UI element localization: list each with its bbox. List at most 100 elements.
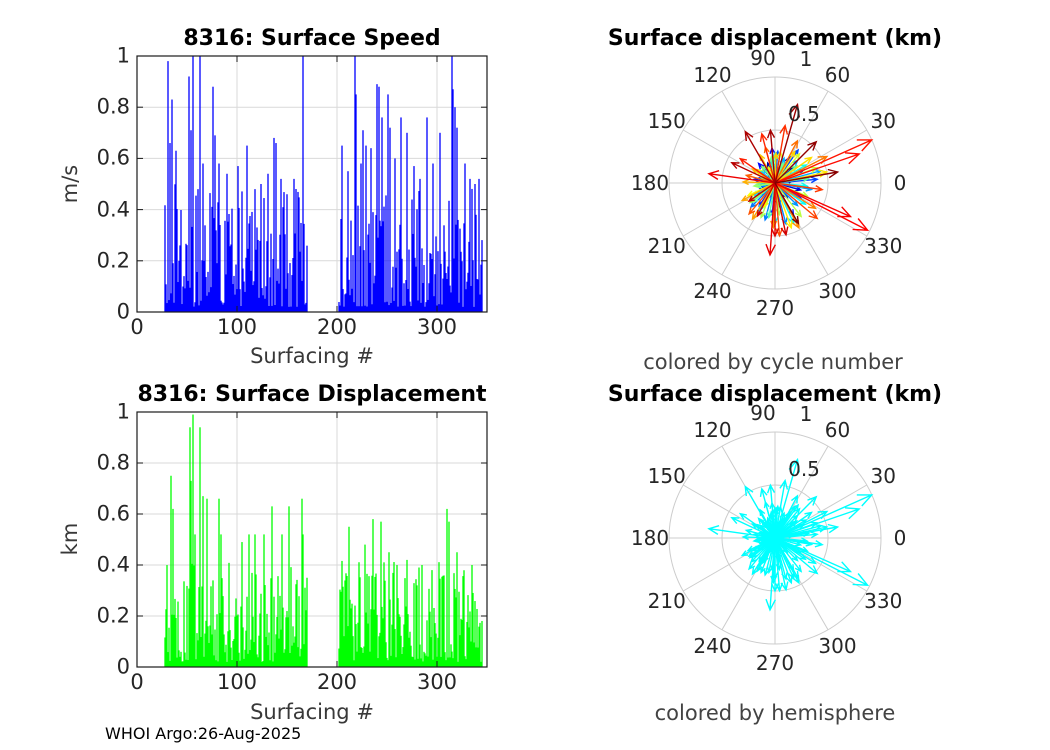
surface-speed-bar: [297, 191, 299, 312]
surface-speed-bar: [432, 163, 434, 312]
polar-cycle-arrow: [756, 182, 776, 218]
surface-speed-bar: [404, 305, 406, 312]
surface-displacement-bar: [220, 534, 222, 667]
polar-hemisphere-rtick-0.5: 0.5: [788, 457, 820, 481]
polar-hemisphere-theta-330: 330: [864, 588, 903, 613]
surface-speed-bar: [213, 218, 215, 312]
displacement-ylabel: km: [58, 522, 82, 556]
surface-displacement-bar: [465, 659, 467, 667]
surface-displacement-bar: [169, 660, 171, 667]
surface-displacement-bar: [460, 618, 462, 667]
surface-speed-bar: [270, 233, 272, 312]
surface-speed-bar: [304, 304, 306, 312]
surface-displacement-bar: [447, 657, 449, 667]
surface-speed-bar: [429, 253, 431, 312]
polar-hemisphere-theta-150: 150: [647, 463, 686, 488]
surface-speed-bar: [205, 277, 207, 312]
surface-displacement-bar: [350, 608, 352, 667]
surface-displacement-bar: [274, 652, 276, 667]
surface-speed-bar: [373, 283, 375, 312]
surface-speed-bar: [338, 302, 340, 312]
surface-speed-bar: [245, 257, 247, 312]
surface-displacement-bar: [216, 614, 218, 667]
surface-speed-ytick-0.6: 0.6: [96, 145, 130, 170]
polar-cycle-theta-270: 270: [755, 296, 795, 320]
surface-speed-ytick-0.2: 0.2: [96, 248, 130, 273]
surface-speed-bar: [480, 264, 482, 312]
surface-displacement-bar: [409, 631, 411, 667]
polar-hemisphere-theta-270: 270: [755, 651, 795, 675]
surface-speed-bar: [393, 300, 395, 312]
surface-speed-bar: [357, 205, 359, 312]
surface-displacement-bar: [278, 638, 280, 667]
polar-hemisphere-arrow: [774, 457, 800, 539]
surface-displacement-bar: [351, 603, 353, 667]
surface-speed-bar: [394, 158, 396, 312]
surface-displacement-bar: [284, 649, 286, 667]
surface-displacement-bar: [401, 654, 403, 667]
surface-displacement-bar: [473, 642, 475, 667]
polar-hemisphere-arrow: [774, 537, 789, 592]
surface-speed-bar: [259, 240, 261, 312]
surface-displacement-bar: [208, 642, 210, 667]
surface-speed-bar: [261, 288, 263, 312]
polar-cycle-arrow: [738, 157, 776, 184]
surface-displacement-bar: [209, 625, 211, 667]
surface-speed-bar: [417, 300, 419, 312]
surface-displacement-bar: [181, 661, 183, 667]
surface-speed-bar: [284, 234, 286, 312]
surface-speed-bar: [457, 219, 459, 312]
surface-speed-bar: [378, 86, 380, 312]
surface-displacement-bar: [197, 640, 199, 667]
surface-speed-bar: [400, 117, 402, 312]
surface-speed-bar: [412, 233, 414, 312]
surface-displacement-bar: [377, 658, 379, 667]
surface-speed-bar: [266, 241, 268, 312]
figure-footer: WHOI Argo:26-Aug-2025: [105, 724, 302, 743]
polar-hemisphere-arrow: [740, 537, 776, 557]
surface-speed-bar: [229, 246, 231, 312]
surface-speed-bar: [274, 305, 276, 312]
surface-displacement-bar: [387, 660, 389, 667]
surface-displacement-bar: [416, 585, 418, 667]
surface-speed-bar: [182, 286, 184, 312]
surface-displacement-bar: [270, 578, 272, 667]
surface-displacement-bar: [255, 574, 257, 667]
surface-speed-bar: [380, 226, 382, 312]
surface-speed-bar: [265, 286, 267, 312]
surface-speed-bar: [364, 305, 366, 312]
surface-speed-bar: [258, 297, 260, 312]
polar-hemisphere-rtick-1: 1: [799, 402, 813, 426]
surface-displacement-bar: [234, 616, 236, 667]
surface-displacement-bar: [177, 601, 179, 667]
surface-displacement-bar: [235, 598, 237, 667]
surface-speed-bar: [346, 257, 348, 312]
surface-displacement-bar: [471, 565, 473, 667]
surface-displacement-bar: [369, 651, 371, 667]
polar-cycle-rtick-1: 1: [799, 47, 813, 71]
surface-speed-bar: [215, 230, 217, 312]
surface-speed-bar: [293, 178, 295, 312]
surface-speed-bar: [455, 224, 457, 312]
surface-displacement-bar: [217, 661, 219, 667]
surface-displacement-xtick-200: 200: [316, 670, 358, 694]
surface-displacement-bar: [429, 611, 431, 667]
polar-cycle-arrow: [774, 182, 789, 237]
polar-cycle-theta-30: 30: [870, 108, 896, 133]
polar-hemisphere-caption: colored by hemisphere: [654, 701, 896, 725]
surface-displacement-bar: [204, 633, 206, 667]
surface-speed-bar: [446, 278, 448, 312]
surface-speed-bar: [273, 137, 275, 312]
surface-displacement-bar: [230, 647, 232, 667]
surface-speed-bar: [474, 184, 476, 312]
surface-speed-bar: [209, 193, 211, 312]
surface-speed-bar: [381, 117, 383, 312]
surface-displacement-bar: [210, 586, 212, 667]
surface-speed-bar: [186, 245, 188, 312]
surface-speed-bar: [467, 272, 469, 312]
surface-speed-bar: [185, 243, 187, 312]
surface-speed-bar: [389, 127, 391, 313]
surface-displacement-bar: [357, 622, 359, 667]
surface-displacement-bar: [257, 657, 259, 667]
surface-speed-axes-box: [136, 55, 488, 313]
